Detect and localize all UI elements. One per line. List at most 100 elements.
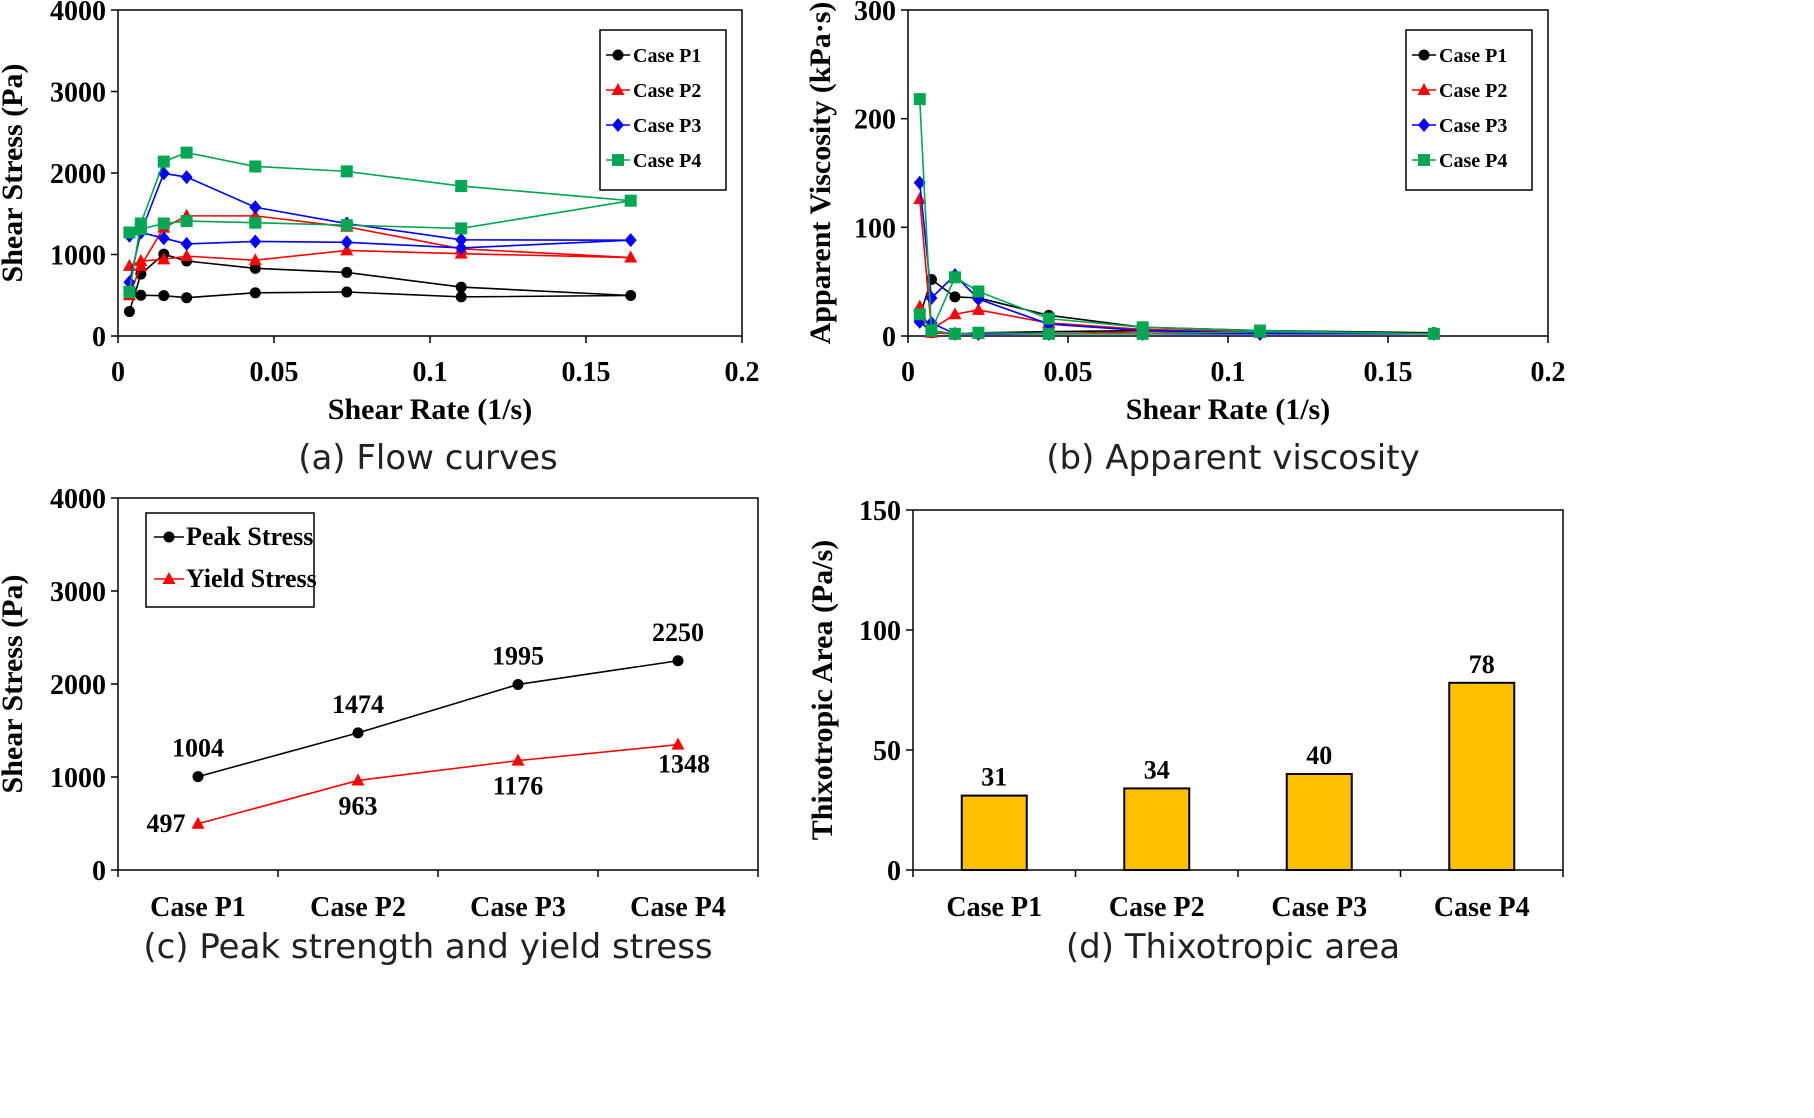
series-point-b-2 bbox=[913, 175, 926, 190]
series-point-b-3 bbox=[1042, 312, 1055, 325]
legend-label-b: Case P2 bbox=[1439, 80, 1507, 102]
x-tick-label-a: 0.2 bbox=[725, 357, 760, 388]
category-label-d: Case P2 bbox=[1109, 892, 1205, 923]
series-point-a-1 bbox=[180, 249, 194, 262]
data-label-c: 963 bbox=[339, 791, 378, 820]
data-label-d: 31 bbox=[981, 763, 1007, 792]
category-label-c: Case P2 bbox=[310, 892, 406, 923]
data-label-c: 497 bbox=[147, 809, 186, 838]
chart-panel-b: 0 100 200 300 0 0.05 0.1 0.15 0.2 Shear Rate (1/s… bbox=[804, 0, 1566, 478]
legend-label-b: Case P4 bbox=[1439, 150, 1507, 172]
series-point-a-3 bbox=[157, 155, 170, 168]
series-point-a-1 bbox=[624, 250, 638, 263]
legend-marker-b bbox=[1418, 49, 1430, 61]
series-point-a-0 bbox=[455, 281, 467, 293]
legend-c bbox=[145, 512, 315, 608]
category-label-d: Case P1 bbox=[946, 892, 1042, 923]
caption-a: (a) Flow curves bbox=[298, 438, 558, 478]
series-point-c-0 bbox=[192, 771, 204, 783]
legend-marker-b bbox=[1418, 154, 1430, 166]
y-tick-label-b: 200 bbox=[854, 105, 896, 136]
y-tick-label-d: 50 bbox=[873, 736, 901, 767]
data-label-d: 40 bbox=[1306, 741, 1332, 770]
series-point-b-1 bbox=[971, 302, 985, 315]
chart-panel-a: 0 1000 2000 3000 4000 0 0.05 0.1 0.15 0.2 Shear Ra… bbox=[0, 0, 760, 478]
series-line-c-1 bbox=[197, 743, 679, 825]
y-axis-title-c: Shear Stress (Pa) bbox=[0, 575, 29, 794]
series-line-b-3 bbox=[918, 99, 1434, 335]
series-point-c-1 bbox=[511, 753, 525, 766]
series-point-a-0 bbox=[249, 262, 261, 274]
legend-label-c: Peak Stress bbox=[186, 522, 313, 551]
data-label-c: 1348 bbox=[658, 750, 710, 779]
series-point-a-3 bbox=[455, 180, 468, 193]
bar-d bbox=[960, 794, 1028, 871]
series-point-a-3 bbox=[455, 222, 468, 235]
category-label-c: Case P4 bbox=[630, 892, 726, 923]
x-tick-label-a: 0 bbox=[111, 357, 125, 388]
y-tick-label-c: 4000 bbox=[50, 484, 106, 515]
y-axis-title-d: Thixotropic Area (Pa/s) bbox=[806, 540, 839, 841]
series-point-c-1 bbox=[191, 816, 205, 829]
y-tick-label-a: 1000 bbox=[50, 241, 106, 272]
series-point-c-0 bbox=[352, 727, 364, 739]
category-label-c: Case P3 bbox=[470, 892, 566, 923]
y-tick-label-c: 1000 bbox=[50, 763, 106, 794]
chart-panel-d: 0 50 100 150 Case P1 Case P2 Case P3 Case P4 Thi… bbox=[806, 496, 1564, 967]
series-point-a-3 bbox=[180, 146, 193, 159]
series-point-b-3 bbox=[1427, 327, 1440, 340]
x-tick-label-a: 0.15 bbox=[562, 357, 611, 388]
bar-d bbox=[1123, 787, 1191, 872]
series-point-b-3 bbox=[913, 93, 926, 106]
data-label-d: 34 bbox=[1144, 755, 1170, 784]
bar-d bbox=[1285, 773, 1353, 871]
series-point-b-3 bbox=[972, 326, 985, 339]
x-axis-title-b: Shear Rate (1/s) bbox=[1126, 393, 1330, 426]
x-axis-title-a: Shear Rate (1/s) bbox=[328, 393, 532, 426]
series-point-a-2 bbox=[340, 235, 353, 250]
legend-marker-b bbox=[1417, 83, 1431, 95]
data-label-d: 78 bbox=[1469, 650, 1495, 679]
caption-b: (b) Apparent viscosity bbox=[1046, 438, 1419, 478]
category-label-d: Case P4 bbox=[1434, 892, 1530, 923]
y-tick-label-c: 3000 bbox=[50, 577, 106, 608]
category-label-d: Case P3 bbox=[1271, 892, 1367, 923]
x-tick-label-a: 0.1 bbox=[413, 357, 448, 388]
y-axis-title-a: Shear Stress (Pa) bbox=[0, 64, 29, 283]
series-point-a-1 bbox=[157, 252, 171, 265]
series-point-b-0 bbox=[949, 291, 961, 303]
legend-marker-a bbox=[612, 154, 624, 166]
series-point-b-3 bbox=[948, 271, 961, 284]
series-point-b-3 bbox=[972, 285, 985, 298]
series-point-a-2 bbox=[455, 240, 468, 255]
series-point-a-3 bbox=[123, 226, 136, 239]
y-tick-label-b: 100 bbox=[854, 213, 896, 244]
series-point-c-1 bbox=[351, 773, 365, 786]
series-point-b-3 bbox=[1042, 327, 1055, 340]
series-point-b-1 bbox=[948, 307, 962, 320]
y-tick-label-a: 0 bbox=[92, 322, 106, 353]
series-point-a-2 bbox=[455, 232, 468, 247]
series-point-a-3 bbox=[624, 194, 637, 207]
x-tick-label-b: 0.1 bbox=[1211, 357, 1246, 388]
series-point-a-2 bbox=[157, 231, 170, 246]
y-tick-label-d: 100 bbox=[859, 616, 901, 647]
y-tick-label-a: 3000 bbox=[50, 78, 106, 109]
legend-label-a: Case P2 bbox=[633, 80, 701, 102]
bar-d bbox=[1448, 681, 1516, 871]
y-tick-label-d: 0 bbox=[887, 856, 901, 887]
x-tick-label-b: 0.2 bbox=[1531, 357, 1566, 388]
series-point-a-3 bbox=[180, 215, 193, 228]
y-axis-title-b: Apparent Viscosity (kPa·s) bbox=[804, 2, 837, 345]
series-point-a-0 bbox=[341, 266, 353, 278]
y-tick-label-b: 300 bbox=[854, 0, 896, 27]
data-label-c: 1474 bbox=[332, 690, 384, 719]
series-point-a-2 bbox=[249, 200, 262, 215]
series-point-b-2 bbox=[925, 290, 938, 305]
series-point-a-1 bbox=[248, 253, 262, 266]
legend-label-c: Yield Stress bbox=[186, 564, 317, 593]
legend-marker-a bbox=[612, 49, 624, 61]
y-tick-label-c: 0 bbox=[92, 856, 106, 887]
legend-marker-c bbox=[162, 572, 176, 584]
chart-panel-c: 0 1000 2000 3000 4000 Case P1 Case P2 Case P3 Ca… bbox=[0, 484, 759, 967]
